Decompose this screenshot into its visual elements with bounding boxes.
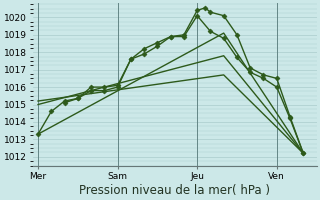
X-axis label: Pression niveau de la mer( hPa ): Pression niveau de la mer( hPa ) (79, 184, 270, 197)
